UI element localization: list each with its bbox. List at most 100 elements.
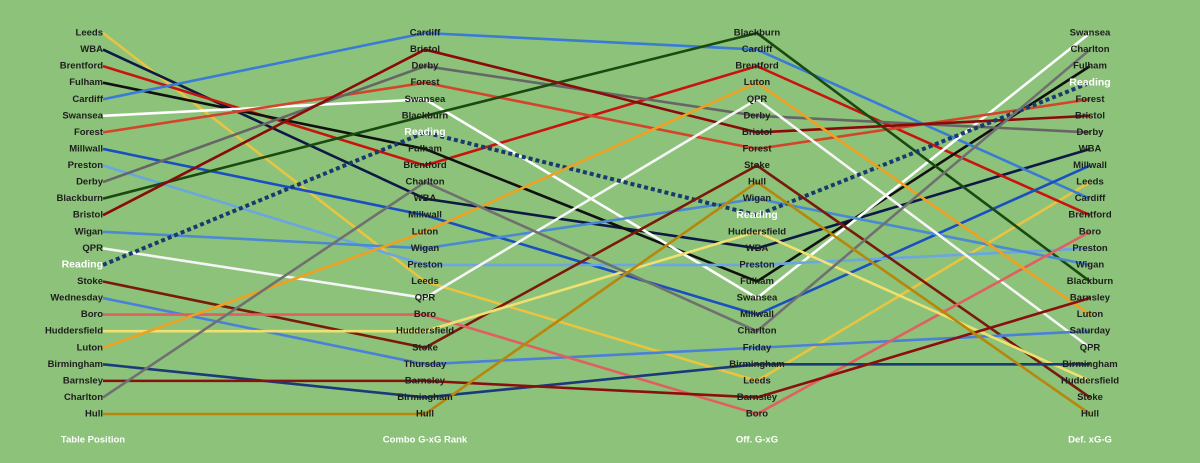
team-label: Derby xyxy=(412,61,440,72)
team-label: Charlton xyxy=(737,326,776,337)
column-title: Combo G-xG Rank xyxy=(383,435,468,446)
team-label: Huddersfield xyxy=(45,326,103,337)
team-label: Fulham xyxy=(408,143,442,154)
team-line xyxy=(102,48,1091,399)
team-label: Luton xyxy=(1077,309,1104,320)
team-label: Hull xyxy=(748,177,766,188)
team-label: Millwall xyxy=(1073,160,1107,171)
team-label: Barnsley xyxy=(63,375,104,386)
team-label: Reading xyxy=(62,259,103,271)
team-label: Preston xyxy=(407,259,443,270)
team-label: Millwall xyxy=(740,309,774,320)
team-label: Blackburn xyxy=(402,110,449,121)
column-title: Def. xG-G xyxy=(1068,435,1112,446)
team-label: Birmingham xyxy=(729,359,784,370)
team-label: Reading xyxy=(404,126,445,138)
team-label: Hull xyxy=(85,409,103,420)
team-line xyxy=(102,65,1091,283)
team-label: Blackburn xyxy=(734,28,781,39)
team-label: QPR xyxy=(82,243,103,254)
team-label: Bristol xyxy=(1075,110,1105,121)
team-label: Thursday xyxy=(404,359,447,370)
team-label: Birmingham xyxy=(397,392,452,403)
team-label: Fulham xyxy=(740,276,774,287)
team-label: Luton xyxy=(744,77,771,88)
team-label: Bristol xyxy=(742,127,772,138)
team-label: QPR xyxy=(1080,342,1101,353)
team-line xyxy=(102,164,1091,267)
team-label: Luton xyxy=(412,226,439,237)
team-label: Millwall xyxy=(69,143,103,154)
team-label: Wigan xyxy=(1076,259,1105,270)
team-label: Fulham xyxy=(1073,61,1107,72)
team-line xyxy=(103,230,1091,416)
team-label: Forest xyxy=(74,127,104,138)
team-label: Brentford xyxy=(1068,210,1111,221)
team-line xyxy=(102,197,1091,267)
team-label: Wigan xyxy=(75,226,104,237)
team-label: Forest xyxy=(410,77,440,88)
team-label: Leeds xyxy=(411,276,438,287)
team-label: Leeds xyxy=(76,28,103,39)
team-label: Brentford xyxy=(403,160,446,171)
team-label: Reading xyxy=(736,209,777,221)
team-label: Luton xyxy=(77,342,104,353)
team-label: Swansea xyxy=(62,110,103,121)
team-label: Barnsley xyxy=(1070,293,1111,304)
team-label: Leeds xyxy=(743,375,770,386)
team-line xyxy=(102,97,1091,349)
team-label: Forest xyxy=(742,143,772,154)
team-label: Cardiff xyxy=(1075,193,1106,204)
team-label: Charlton xyxy=(64,392,103,403)
team-label: Brentford xyxy=(735,61,778,72)
team-label: Fulham xyxy=(69,77,103,88)
team-label: Derby xyxy=(744,110,772,121)
team-label: Stoke xyxy=(1077,392,1103,403)
team-label: WBA xyxy=(1079,143,1102,154)
team-label: Cardiff xyxy=(742,44,773,55)
team-line xyxy=(102,48,1091,217)
team-line xyxy=(102,31,1091,283)
team-label: WBA xyxy=(80,44,103,55)
team-label: QPR xyxy=(415,293,436,304)
team-label: Stoke xyxy=(412,342,438,353)
team-label: Boro xyxy=(1079,226,1101,237)
team-label: Hull xyxy=(416,409,434,420)
team-label: Birmingham xyxy=(48,359,103,370)
team-label: Barnsley xyxy=(737,392,778,403)
team-line xyxy=(103,180,1091,416)
team-label: Boro xyxy=(414,309,436,320)
team-label: Brentford xyxy=(60,61,103,72)
team-label: Huddersfield xyxy=(1061,375,1119,386)
team-line xyxy=(103,230,1091,383)
team-label: Charlton xyxy=(405,177,444,188)
team-label: Barnsley xyxy=(405,375,446,386)
team-label: Swansea xyxy=(737,293,778,304)
team-label: Blackburn xyxy=(57,193,104,204)
team-label: Reading xyxy=(1069,76,1110,88)
team-label: Birmingham xyxy=(1062,359,1117,370)
team-label: WBA xyxy=(746,243,769,254)
team-label: Millwall xyxy=(408,210,442,221)
team-label: Huddersfield xyxy=(728,226,786,237)
team-label: Huddersfield xyxy=(396,326,454,337)
team-label: WBA xyxy=(414,193,437,204)
team-label: Preston xyxy=(68,160,104,171)
team-label: Hull xyxy=(1081,409,1099,420)
team-label: Cardiff xyxy=(72,94,103,105)
team-label: Boro xyxy=(746,409,768,420)
team-label: Blackburn xyxy=(1067,276,1114,287)
team-label: Derby xyxy=(76,177,104,188)
team-label: Leeds xyxy=(1076,177,1103,188)
team-label: Saturday xyxy=(1070,326,1111,337)
team-label: QPR xyxy=(747,94,768,105)
team-label: Wigan xyxy=(743,193,772,204)
team-label: Stoke xyxy=(77,276,103,287)
team-label: Charlton xyxy=(1070,44,1109,55)
column-title: Off. G-xG xyxy=(736,435,778,446)
team-label: Derby xyxy=(1077,127,1105,138)
team-label: Friday xyxy=(743,342,772,353)
column-title: Table Position xyxy=(61,435,125,446)
